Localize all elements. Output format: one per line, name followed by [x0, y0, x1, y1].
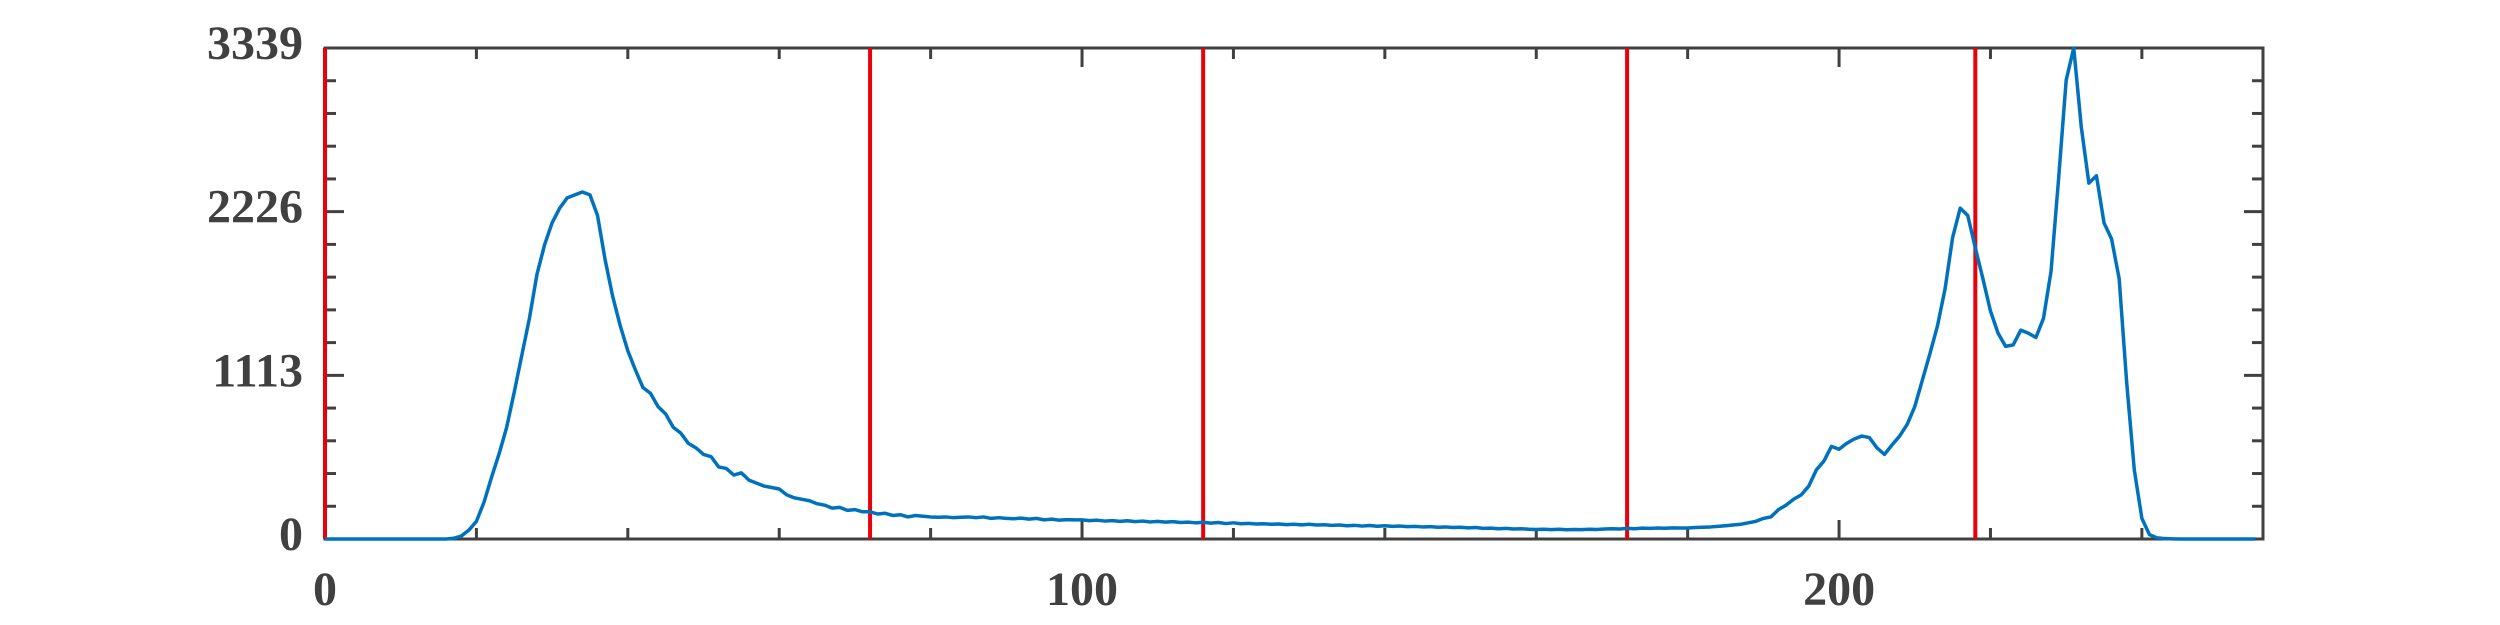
- x-tick-label: 0: [313, 563, 337, 616]
- y-tick-label: 2226: [207, 181, 303, 234]
- data-line: [325, 46, 2256, 541]
- x-tick-label: 100: [1046, 563, 1118, 616]
- y-tick-label: 3339: [207, 17, 303, 70]
- y-tick-label: 0: [279, 508, 303, 561]
- plot-frame: [323, 46, 2265, 541]
- y-tick-label: 1113: [212, 344, 303, 397]
- x-tick-label: 200: [1803, 563, 1875, 616]
